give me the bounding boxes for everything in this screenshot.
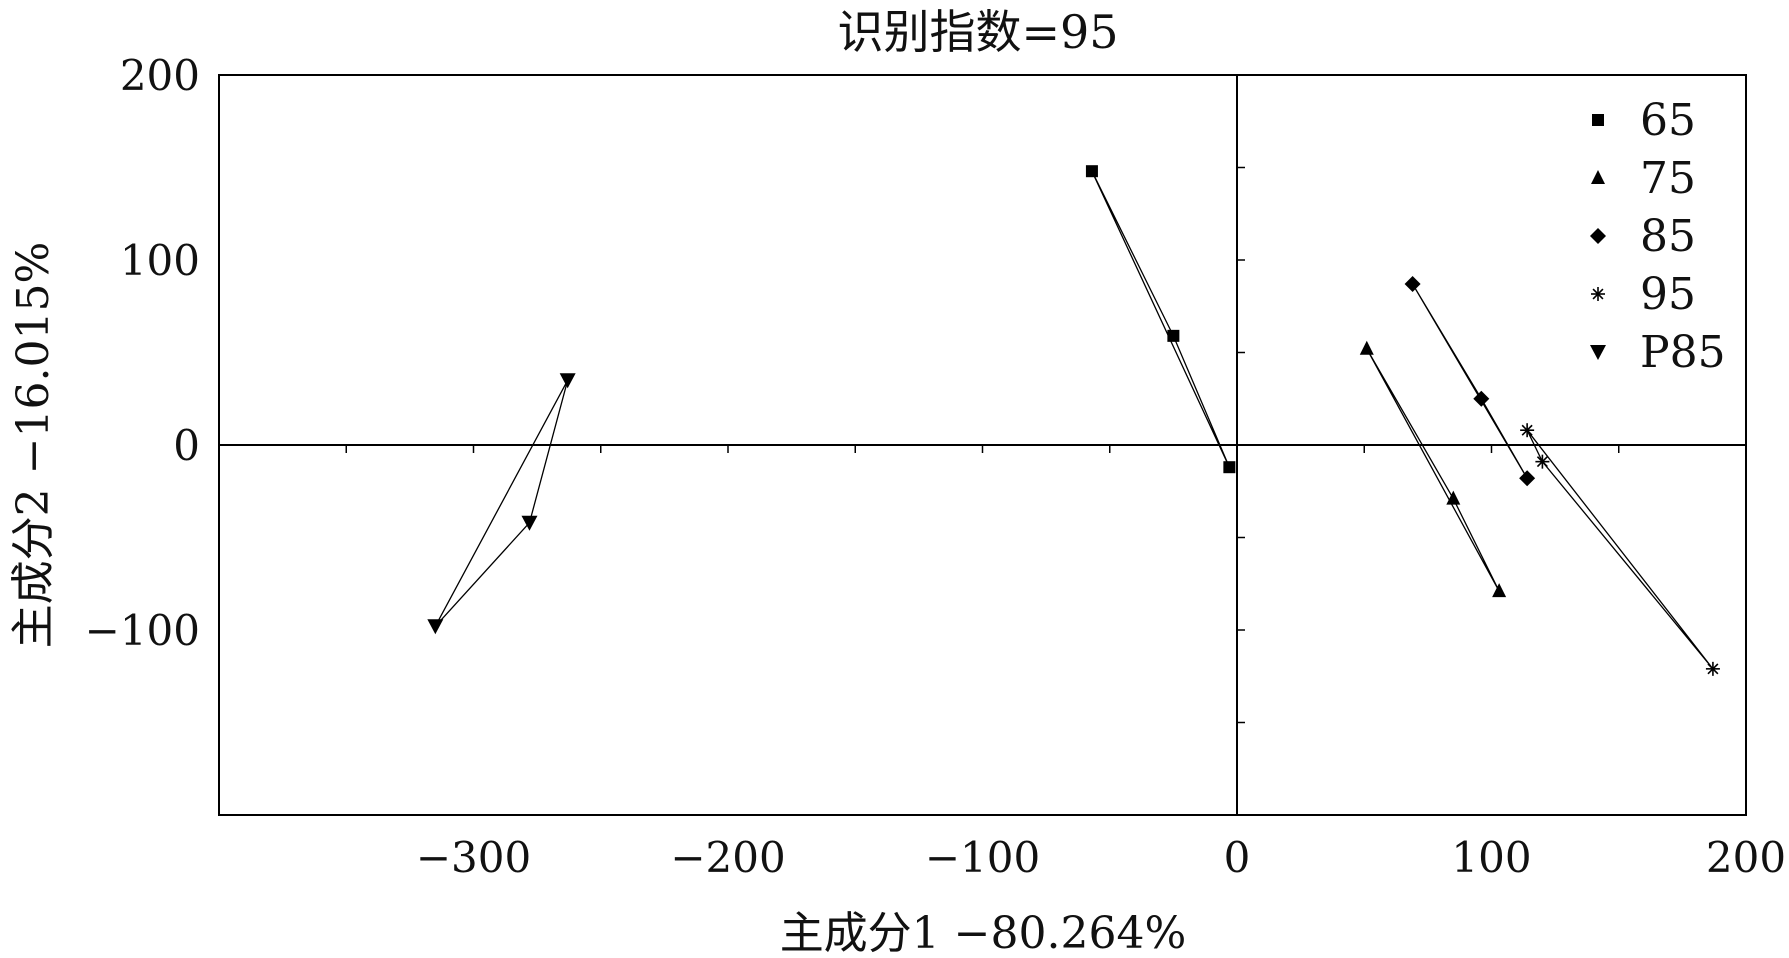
point-P85 xyxy=(559,373,576,389)
series-line-95 xyxy=(1526,429,1714,670)
series-lines xyxy=(434,170,1714,670)
point-65 xyxy=(1223,461,1236,474)
legend-label-65: 65 xyxy=(1640,95,1696,146)
legend-marker-95 xyxy=(1591,287,1605,301)
x-axis-label: 主成分1 −80.264% xyxy=(780,908,1187,958)
series-line-P85 xyxy=(434,379,569,627)
legend-marker-85 xyxy=(1590,228,1606,244)
point-75 xyxy=(1446,490,1461,505)
point-P85 xyxy=(521,515,538,531)
chart-title: 识别指数=95 xyxy=(837,5,1118,59)
point-85 xyxy=(1404,276,1421,293)
point-75 xyxy=(1359,340,1374,355)
y-axis-label: 主成分2 −16.015% xyxy=(8,242,59,649)
point-85 xyxy=(1519,470,1536,487)
y-tick-label: 0 xyxy=(173,421,200,470)
series-line-85 xyxy=(1412,283,1528,479)
x-tick-label: 200 xyxy=(1706,833,1786,882)
point-65 xyxy=(1085,165,1098,178)
x-tick-label: −100 xyxy=(925,833,1040,882)
point-85 xyxy=(1473,390,1490,407)
legend-label-85: 85 xyxy=(1640,211,1696,262)
point-75 xyxy=(1492,583,1507,598)
point-95 xyxy=(1520,423,1535,438)
legend: 65 75 85 95 P85 xyxy=(1590,95,1726,378)
x-tick-label: 0 xyxy=(1224,833,1251,882)
legend-marker-65 xyxy=(1592,114,1604,126)
legend-label-95: 95 xyxy=(1640,269,1696,320)
legend-label-75: 75 xyxy=(1640,153,1696,204)
x-tick-label: 100 xyxy=(1451,833,1531,882)
point-95 xyxy=(1705,661,1720,676)
point-95 xyxy=(1535,454,1550,469)
series-line-65 xyxy=(1091,170,1230,468)
legend-label-P85: P85 xyxy=(1640,327,1726,378)
axes-layer: −300 −200 −100 0 100 200 −100 0 100 200 xyxy=(85,51,1786,882)
point-65 xyxy=(1167,329,1180,342)
series-line-75 xyxy=(1366,348,1500,592)
point-P85 xyxy=(427,619,444,635)
y-tick-label: −100 xyxy=(85,606,200,655)
x-tick-label: −300 xyxy=(416,833,531,882)
y-tick-label: 100 xyxy=(120,236,200,285)
x-tick-label: −200 xyxy=(670,833,785,882)
legend-marker-P85 xyxy=(1590,345,1606,360)
y-tick-label: 200 xyxy=(120,51,200,100)
series-markers xyxy=(427,165,1720,676)
legend-marker-75 xyxy=(1591,170,1605,184)
